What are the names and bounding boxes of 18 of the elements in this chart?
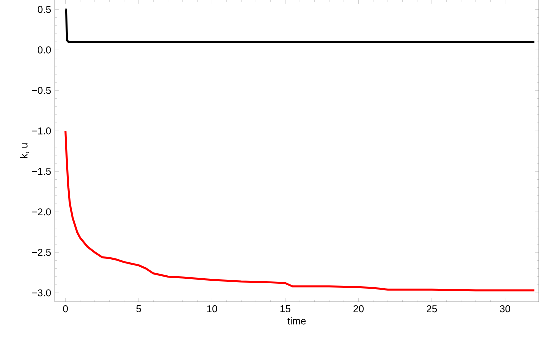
y-tick-label: −1.5 (32, 168, 52, 176)
line-series (64, 130, 536, 292)
y-tick-label: −3.0 (32, 290, 52, 297)
y-tick-label: −0.5 (32, 87, 52, 94)
x-tick-label: 5 (136, 306, 142, 312)
x-tick-label: 20 (354, 306, 364, 313)
y-tick-label: −2.0 (32, 208, 52, 216)
y-tick-label: −1.0 (32, 128, 52, 135)
x-tick-label: 30 (500, 306, 510, 313)
x-tick-label: 10 (207, 306, 218, 313)
x-tick-label: 25 (426, 306, 438, 313)
y-tick-label: −2.5 (32, 249, 52, 256)
x-tick-label: 15 (280, 306, 291, 312)
y-tick-label: 0.0 (38, 46, 52, 54)
y-axis-title: k, u (20, 144, 29, 158)
y-tick-label: 0.5 (38, 6, 52, 14)
x-axis-title: time (288, 317, 306, 325)
x-tick-label: 0 (63, 306, 68, 313)
